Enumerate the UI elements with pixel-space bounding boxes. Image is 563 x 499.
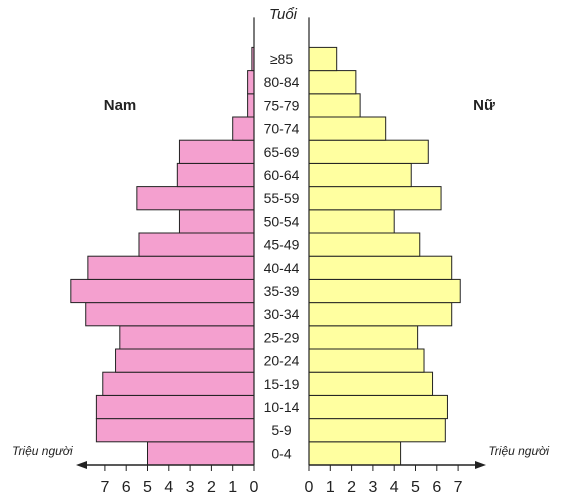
age-label-25-29: 25-29	[264, 329, 300, 345]
right-tick-label-6: 6	[432, 479, 441, 496]
male-label: Nam	[104, 97, 137, 114]
left-unit-label: Triệu người	[12, 444, 73, 458]
left-axis-arrow	[76, 461, 87, 469]
male-bar-55-59	[136, 186, 255, 211]
male-bar-60-64	[176, 162, 255, 188]
left-tick-label-4: 4	[164, 479, 173, 496]
left-tick-label-5: 5	[143, 479, 152, 496]
male-bar-50-54	[178, 209, 255, 234]
age-label-15-19: 15-19	[264, 376, 300, 392]
female-bar-5-9	[308, 418, 446, 443]
age-label-30-34: 30-34	[264, 306, 300, 322]
male-bar-20-24	[115, 348, 255, 373]
male-bar-80-84	[247, 70, 255, 95]
left-tick-label-1: 1	[228, 479, 237, 496]
right-tick-label-7: 7	[454, 479, 463, 496]
left-tick-label-3: 3	[186, 479, 195, 496]
female-bar-20-24	[308, 348, 425, 373]
male-bar-15-19	[102, 371, 255, 396]
male-bar-5-9	[95, 418, 255, 443]
female-bar-45-49	[308, 232, 421, 257]
age-label-40-44: 40-44	[264, 260, 300, 276]
age-label-10-14: 10-14	[264, 399, 300, 415]
age-label-75-79: 75-79	[264, 97, 300, 113]
male-bar-30-34	[85, 302, 255, 327]
male-bar-25-29	[119, 325, 255, 350]
female-bar-30-34	[308, 302, 453, 327]
female-bar-60-64	[308, 162, 412, 188]
age-label-55-59: 55-59	[264, 190, 300, 206]
female-bar-10-14	[308, 394, 448, 420]
age-label-20-24: 20-24	[264, 353, 300, 369]
right-tick-label-2: 2	[347, 479, 356, 496]
male-bar-0-4	[147, 441, 255, 466]
female-label: Nữ	[473, 97, 495, 114]
female-bar-80-84	[308, 70, 357, 95]
female-bar-35-39	[308, 278, 461, 304]
age-label-70-74: 70-74	[264, 121, 300, 137]
age-label-35-39: 35-39	[264, 283, 300, 299]
male-bar-75-79	[247, 93, 255, 118]
female-bars	[308, 46, 461, 466]
left-tick-label-6: 6	[122, 479, 131, 496]
right-tick-label-3: 3	[368, 479, 377, 496]
female-bar-15-19	[308, 371, 434, 396]
left-tick-label-7: 7	[100, 479, 109, 496]
age-label-ge85: ≥85	[270, 51, 293, 67]
right-tick-label-0: 0	[305, 479, 314, 496]
male-bar-10-14	[95, 394, 255, 420]
age-group-labels: 0-4 5-9 10-14 15-19 20-24 25-29 30-34 35-39 40-4…	[264, 51, 300, 461]
age-label-45-49: 45-49	[264, 237, 300, 253]
right-tick-label-4: 4	[390, 479, 399, 496]
female-bar-ge85	[308, 46, 338, 72]
male-bar-65-69	[178, 139, 255, 164]
right-unit-label: Triệu người	[488, 444, 549, 458]
female-bar-70-74	[308, 116, 387, 141]
right-tick-label-5: 5	[411, 479, 420, 496]
male-bar-45-49	[138, 232, 255, 257]
age-label-50-54: 50-54	[264, 213, 300, 229]
right-tick-label-1: 1	[326, 479, 335, 496]
female-bar-40-44	[308, 255, 453, 280]
left-tick-label-0: 0	[250, 479, 259, 496]
age-label-5-9: 5-9	[271, 422, 291, 438]
female-bar-55-59	[308, 186, 442, 211]
age-label-0-4: 0-4	[271, 445, 291, 461]
female-bar-0-4	[308, 441, 402, 466]
female-bar-25-29	[308, 325, 419, 350]
female-bar-65-69	[308, 139, 429, 164]
age-label-65-69: 65-69	[264, 144, 300, 160]
male-bar-70-74	[232, 116, 255, 141]
male-bar-35-39	[70, 278, 255, 304]
left-tick-label-2: 2	[207, 479, 216, 496]
female-bar-75-79	[308, 93, 361, 118]
male-bar-40-44	[87, 255, 255, 280]
right-axis-arrow	[475, 461, 486, 469]
male-bars	[70, 46, 255, 466]
age-label-60-64: 60-64	[264, 167, 300, 183]
age-label-80-84: 80-84	[264, 74, 300, 90]
age-axis-label: Tuổi	[269, 6, 298, 23]
female-bar-50-54	[308, 209, 395, 234]
